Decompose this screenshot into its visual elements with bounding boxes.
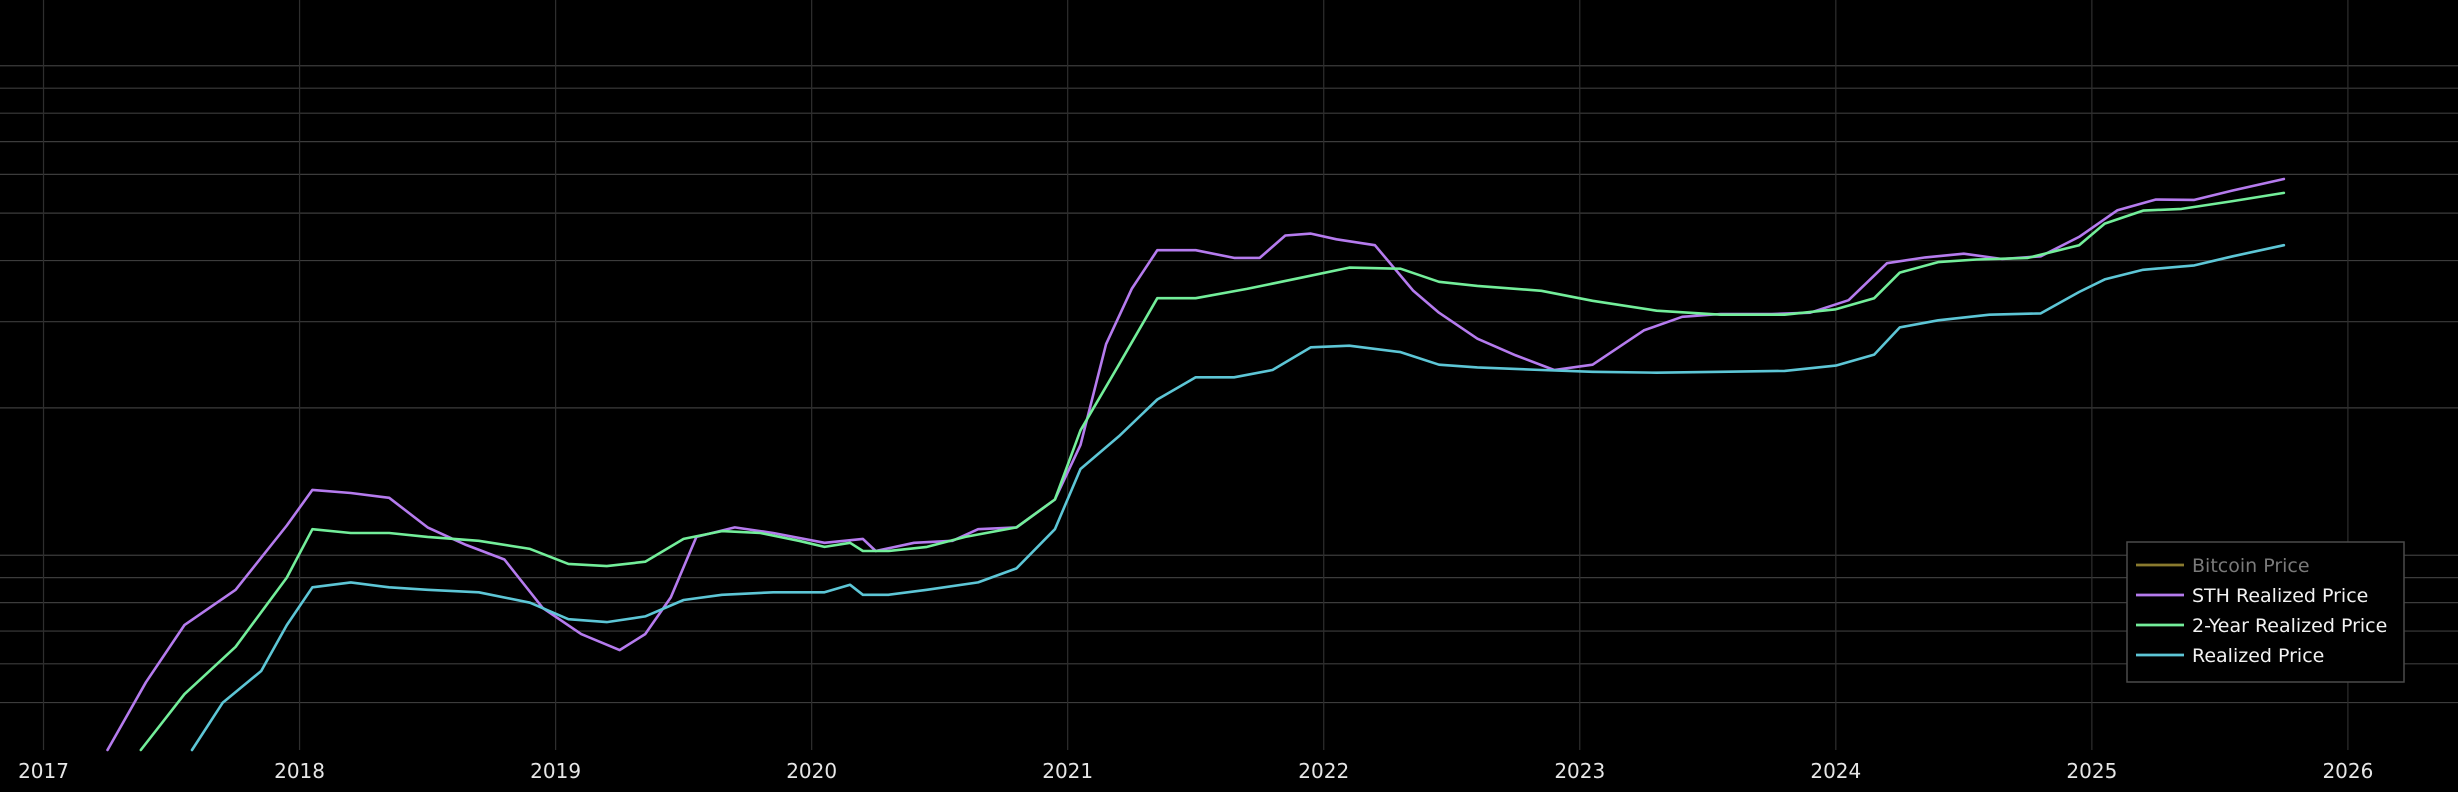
x-tick-label: 2023 [1554,759,1605,783]
legend-label: Bitcoin Price [2192,555,2310,577]
legend-item-2-year-realized-price[interactable]: 2-Year Realized Price [2136,615,2387,637]
x-tick-label: 2018 [274,759,325,783]
x-tick-label: 2017 [18,759,69,783]
legend-item-realized-price[interactable]: Realized Price [2136,645,2324,667]
legend-item-sth-realized-price[interactable]: STH Realized Price [2136,585,2368,607]
legend-label: Realized Price [2192,645,2324,667]
x-tick-label: 2024 [1810,759,1861,783]
series-layer [106,177,2286,752]
x-tick-label: 2022 [1298,759,1349,783]
legend[interactable]: Bitcoin Price STH Realized Price 2-Year Re… [2126,541,2405,683]
legend-label: STH Realized Price [2192,585,2368,607]
x-tick-label: 2020 [786,759,837,783]
y-gridlines [0,65,2458,704]
x-tick-label: 2019 [530,759,581,783]
x-axis-tick-labels: 2017 2018 2019 2020 2021 2022 2023 2024 2025 2026 [18,759,2373,783]
x-tick-label: 2026 [2322,759,2373,783]
x-tick-label: 2025 [2066,759,2117,783]
legend-item-bitcoin-price[interactable]: Bitcoin Price [2136,555,2310,577]
series-line-sth-realized-price [106,177,2286,752]
x-gridlines [42,0,2349,750]
legend-label: 2-Year Realized Price [2192,615,2387,637]
series-line-realized-price [190,243,2286,752]
x-tick-label: 2021 [1042,759,1093,783]
series-line-2-year-realized-price [139,191,2286,752]
